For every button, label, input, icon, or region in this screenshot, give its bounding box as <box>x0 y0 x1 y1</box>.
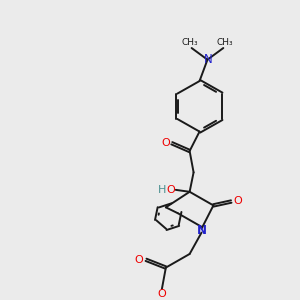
Text: O: O <box>135 255 143 265</box>
Text: O: O <box>234 196 243 206</box>
Text: O: O <box>161 138 170 148</box>
Text: N: N <box>196 224 206 237</box>
Text: CH₃: CH₃ <box>217 38 234 47</box>
Text: N: N <box>204 53 213 66</box>
Text: O: O <box>167 185 175 195</box>
Text: O: O <box>158 289 166 299</box>
Text: H: H <box>158 185 166 195</box>
Text: CH₃: CH₃ <box>181 38 198 47</box>
